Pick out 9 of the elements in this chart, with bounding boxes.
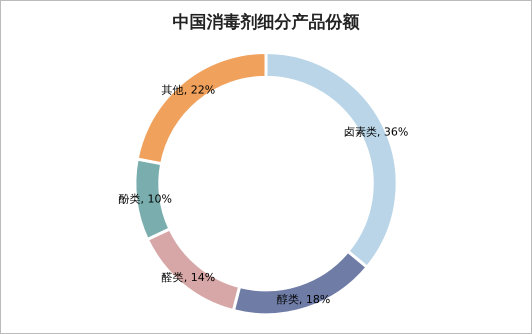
data-label: , 36% (376, 125, 408, 138)
slice-label: 酚类 (118, 192, 141, 206)
slice-label: 卤素类 (344, 125, 377, 138)
data-label: , 10% (140, 192, 172, 206)
slice-label: 醇类 (276, 292, 299, 306)
slice-label: 醛类 (162, 270, 184, 284)
data-label: , 14% (184, 270, 216, 284)
chart-title: 中国消毒剂细分产品份额 (172, 12, 360, 32)
data-label: , 22% (184, 83, 216, 96)
